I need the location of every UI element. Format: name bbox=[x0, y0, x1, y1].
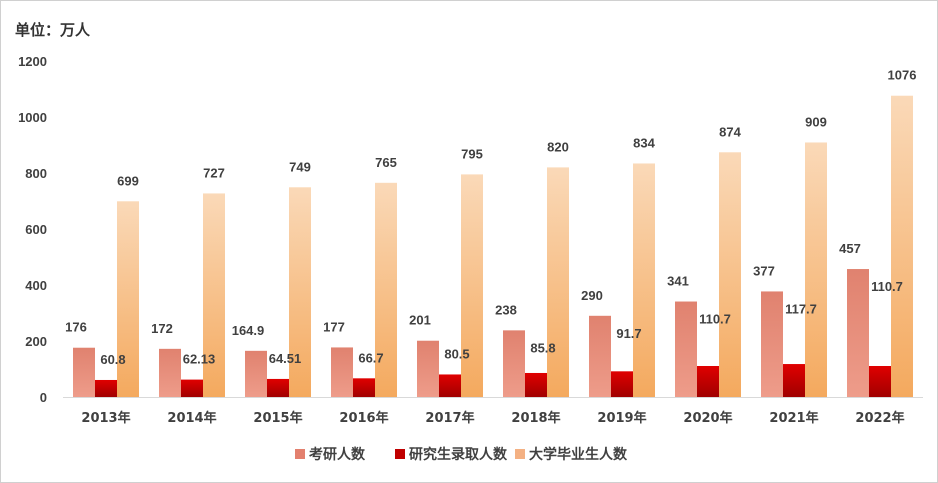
bar-s2-4 bbox=[461, 174, 483, 397]
bar-s2-1 bbox=[203, 193, 225, 397]
bar-s0-9 bbox=[847, 269, 869, 397]
data-label-s1-6: 91.7 bbox=[616, 326, 641, 341]
bar-s2-0 bbox=[117, 201, 139, 397]
x-tick-label: 2019年 bbox=[597, 410, 646, 426]
x-tick-label: 2016年 bbox=[339, 410, 388, 426]
data-label-s1-8: 117.7 bbox=[785, 301, 817, 316]
data-label-s2-3: 765 bbox=[375, 155, 397, 170]
bar-s2-5 bbox=[547, 167, 569, 397]
data-label-s2-7: 874 bbox=[719, 124, 741, 139]
bars bbox=[73, 95, 913, 397]
data-label-s0-8: 377 bbox=[753, 263, 775, 278]
bar-s2-6 bbox=[633, 163, 655, 397]
legend: 考研人数 研究生录取人数 大学毕业生人数 bbox=[295, 446, 628, 463]
data-label-s2-1: 727 bbox=[203, 165, 225, 180]
x-tick-label: 2017年 bbox=[425, 410, 474, 426]
bar-s1-1 bbox=[181, 379, 203, 397]
bar-s1-2 bbox=[267, 378, 289, 397]
legend-label-1: 研究生录取人数 bbox=[409, 446, 508, 463]
legend-label-0: 考研人数 bbox=[309, 446, 366, 463]
data-label-s2-6: 834 bbox=[633, 135, 655, 150]
y-axis: 0 200 400 600 800 1000 1200 bbox=[18, 54, 47, 405]
data-label-s0-1: 172 bbox=[151, 321, 173, 336]
data-label-s0-0: 176 bbox=[65, 320, 87, 335]
x-tick-label: 2014年 bbox=[167, 410, 216, 426]
y-tick-label: 200 bbox=[25, 334, 47, 349]
legend-label-2: 大学毕业生人数 bbox=[529, 446, 628, 463]
bar-s1-8 bbox=[783, 364, 805, 397]
bar-s0-7 bbox=[675, 301, 697, 397]
legend-swatch-2 bbox=[515, 449, 525, 459]
bar-s2-2 bbox=[289, 187, 311, 397]
y-tick-label: 800 bbox=[25, 166, 47, 181]
unit-label: 单位：万人 bbox=[15, 21, 91, 39]
bar-s1-5 bbox=[525, 372, 547, 397]
bar-s1-9 bbox=[869, 366, 891, 397]
data-label-s2-8: 909 bbox=[805, 114, 827, 129]
bar-s0-3 bbox=[331, 347, 353, 397]
bar-s2-9 bbox=[891, 95, 913, 397]
y-tick-label: 1000 bbox=[18, 110, 47, 125]
bar-s0-0 bbox=[73, 347, 95, 397]
data-label-s0-6: 290 bbox=[581, 288, 603, 303]
data-label-s0-4: 201 bbox=[409, 313, 431, 328]
y-tick-label: 600 bbox=[25, 222, 47, 237]
bar-s1-4 bbox=[439, 374, 461, 397]
bar-s1-7 bbox=[697, 366, 719, 397]
data-label-s0-2: 164.9 bbox=[232, 323, 265, 338]
x-tick-label: 2022年 bbox=[855, 410, 904, 426]
x-tick-label: 2021年 bbox=[769, 410, 818, 426]
bar-s0-4 bbox=[417, 340, 439, 397]
bar-s0-6 bbox=[589, 315, 611, 397]
legend-swatch-0 bbox=[295, 449, 305, 459]
data-label-s2-2: 749 bbox=[289, 159, 311, 174]
y-tick-label: 0 bbox=[40, 390, 47, 405]
legend-swatch-1 bbox=[395, 449, 405, 459]
bar-s2-3 bbox=[375, 182, 397, 397]
x-tick-label: 2020年 bbox=[683, 410, 732, 426]
bar-s1-3 bbox=[353, 378, 375, 397]
data-label-s2-4: 795 bbox=[461, 146, 483, 161]
bar-s0-1 bbox=[159, 348, 181, 397]
data-label-s1-5: 85.8 bbox=[530, 340, 555, 355]
data-label-s1-0: 60.8 bbox=[100, 352, 125, 367]
x-tick-label: 2018年 bbox=[511, 410, 560, 426]
data-label-s1-9: 110.7 bbox=[871, 279, 903, 294]
bar-s0-8 bbox=[761, 291, 783, 397]
data-label-s0-9: 457 bbox=[839, 241, 861, 256]
x-tick-label: 2015年 bbox=[253, 410, 302, 426]
x-axis: 2013年 2014年 2015年 2016年 2017年 2018年 2019年 2020年… bbox=[63, 397, 923, 426]
data-label-s0-5: 238 bbox=[495, 302, 517, 317]
data-label-s0-7: 341 bbox=[667, 274, 689, 289]
y-tick-label: 1200 bbox=[18, 54, 47, 69]
bar-s1-0 bbox=[95, 379, 117, 397]
bar-s1-6 bbox=[611, 371, 633, 397]
data-label-s0-3: 177 bbox=[323, 319, 345, 334]
data-label-s2-0: 699 bbox=[117, 173, 139, 188]
x-tick-label: 2013年 bbox=[81, 410, 130, 426]
data-label-s1-2: 64.51 bbox=[269, 351, 302, 366]
data-label-s1-4: 80.5 bbox=[444, 346, 469, 361]
y-tick-label: 400 bbox=[25, 278, 47, 293]
bar-s2-7 bbox=[719, 152, 741, 397]
data-label-s2-9: 1076 bbox=[888, 68, 917, 83]
bar-s0-2 bbox=[245, 350, 267, 397]
bar-s2-8 bbox=[805, 142, 827, 397]
data-labels: 176 60.8 699 172 62.13 727 164.9 64.51 749 177 66.… bbox=[65, 68, 916, 367]
data-label-s1-7: 110.7 bbox=[699, 312, 731, 327]
bar-s0-5 bbox=[503, 330, 525, 397]
data-label-s1-3: 66.7 bbox=[358, 350, 383, 365]
data-label-s1-1: 62.13 bbox=[183, 352, 216, 367]
data-label-s2-5: 820 bbox=[547, 139, 569, 154]
